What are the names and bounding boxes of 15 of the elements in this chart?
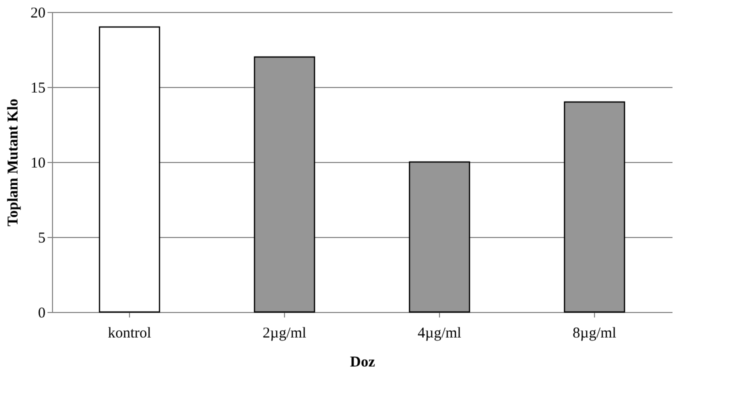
bar xyxy=(254,56,316,313)
y-tick-label: 5 xyxy=(38,230,46,246)
x-tick-label: 4µg/ml xyxy=(418,326,462,342)
x-tick-label: kontrol xyxy=(108,326,152,342)
x-tick-label: 2µg/ml xyxy=(262,326,306,342)
bar xyxy=(98,26,160,313)
y-tick-label: 10 xyxy=(30,156,46,172)
y-axis-title: Toplam Mutant Klo xyxy=(6,98,22,226)
bar xyxy=(408,161,470,313)
bar xyxy=(564,101,626,313)
y-tick-label: 0 xyxy=(38,306,46,322)
y-tick-label: 20 xyxy=(30,6,46,22)
x-axis-title: Doz xyxy=(350,354,376,370)
x-tick-label: 8µg/ml xyxy=(572,326,616,342)
y-tick-label: 15 xyxy=(30,80,46,96)
